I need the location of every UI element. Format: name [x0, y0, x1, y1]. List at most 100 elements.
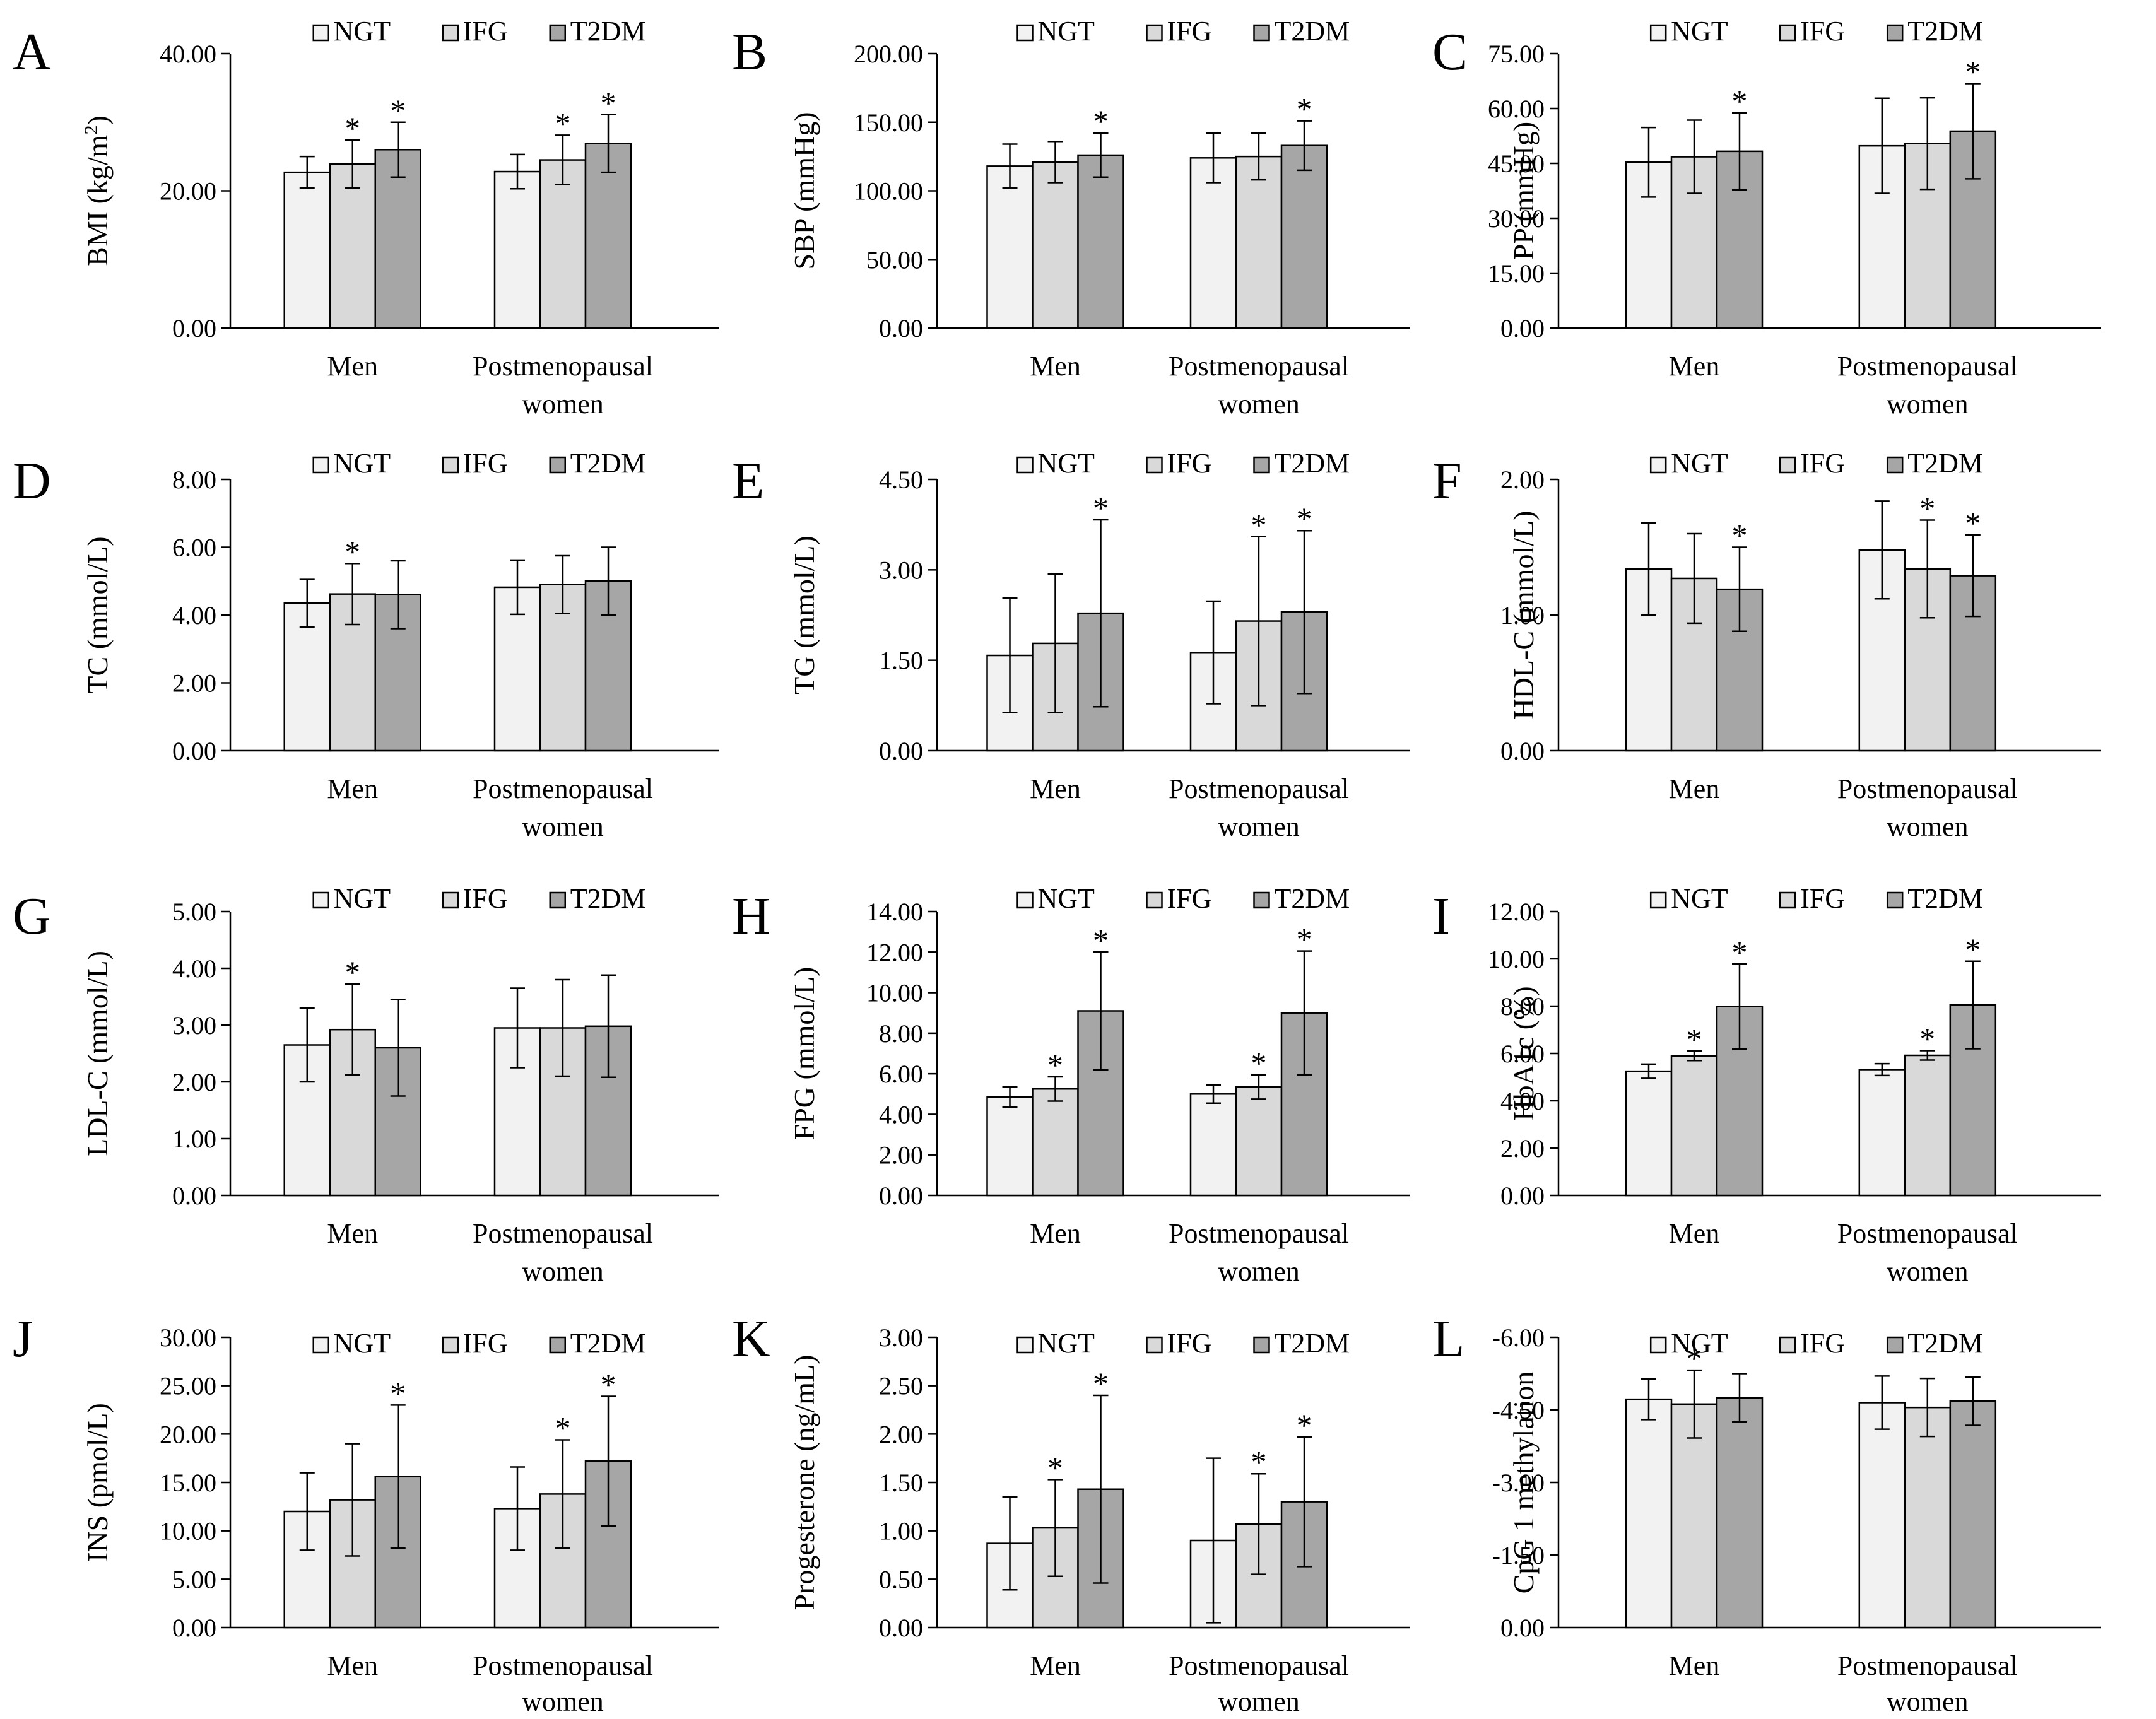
panel-e-sig-star: *: [1297, 501, 1312, 536]
panel-e-ytick-label: 1.50: [879, 647, 923, 675]
panel-h-letter: H: [732, 887, 770, 946]
panel-f-ylabel: HDL-C (mmol/L): [1507, 511, 1540, 720]
panel-d-legend-swatch-ifg: [442, 456, 459, 474]
panel-l-ytick-label: -3.00: [1492, 1469, 1545, 1497]
panel-h-legend-swatch-ifg: [1146, 891, 1163, 909]
panel-k-legend-label-t2dm: T2DM: [1275, 1328, 1350, 1359]
panel-j-category-label: Postmenopausal: [473, 1650, 653, 1681]
panel-c-legend-swatch-t2dm: [1886, 24, 1904, 42]
panel-g-legend-swatch-t2dm: [549, 891, 566, 909]
panel-d-category-label: Postmenopausal: [473, 773, 653, 804]
panel-f-legend-label-t2dm: T2DM: [1907, 448, 1983, 479]
panel-h-category-label-line2: women: [1218, 1256, 1300, 1287]
panel-h-ytick-label: 0.00: [879, 1182, 923, 1210]
panel-b-legend-swatch-ifg: [1146, 24, 1163, 42]
panel-a-ylabel: BMI (kg/m2): [81, 115, 114, 266]
panel-f-legend-label-ifg: IFG: [1800, 448, 1845, 479]
panel-k-ytick-label: 3.00: [879, 1323, 923, 1352]
panel-d-ytick-label: 2.00: [172, 669, 216, 698]
panel-h-ytick-label: 6.00: [879, 1060, 923, 1088]
panel-d-legend-swatch-ngt: [312, 456, 329, 474]
panel-b-letter: B: [732, 23, 767, 81]
panel-b-legend-label-ngt: NGT: [1038, 16, 1095, 47]
panel-d-category-label: Men: [327, 773, 378, 804]
panel-f-legend-swatch-t2dm: [1886, 456, 1904, 474]
panel-k-ytick-label: 1.00: [879, 1517, 923, 1546]
panel-h-bar-ifg-men: [1032, 1088, 1079, 1197]
panel-g-ytick-label: 1.00: [172, 1125, 216, 1153]
panel-f-category-label: Men: [1669, 773, 1720, 804]
panel-h-legend-swatch-ngt: [1016, 891, 1034, 909]
panel-b-legend-swatch-t2dm: [1253, 24, 1270, 42]
panel-j-sig-star: *: [390, 1375, 406, 1411]
panel-k-sig-star: *: [1093, 1366, 1109, 1401]
panel-k-sig-star: *: [1251, 1444, 1267, 1479]
panel-a-category-label: Men: [327, 351, 378, 382]
panel-l-bar-ngt-men: [1625, 1398, 1673, 1629]
panel-b-category-label: Men: [1030, 351, 1081, 382]
panel-f-sig-star: *: [1919, 491, 1935, 526]
panel-h-category-label: Postmenopausal: [1169, 1218, 1349, 1249]
panel-b-ytick-label: 100.00: [854, 177, 923, 206]
panel-k-sig-star: *: [1297, 1407, 1312, 1443]
panel-l-letter: L: [1432, 1310, 1464, 1368]
panel-j-category-label: Men: [327, 1650, 378, 1681]
panel-c-legend-swatch-ifg: [1779, 24, 1796, 42]
panel-d-ytick-label: 0.00: [172, 737, 216, 765]
panel-b-ylabel: SBP (mmHg): [788, 112, 820, 269]
panel-k-legend-swatch-ngt: [1016, 1336, 1034, 1354]
panel-k-sig-star: *: [1047, 1450, 1063, 1485]
panel-h-ytick-label: 12.00: [866, 938, 923, 966]
panel-a-sig-star: *: [390, 93, 406, 128]
panel-a-sig-star: *: [601, 85, 616, 120]
panel-a: A 0.00 20.00 40.00 BMI (kg/m2) * * Men * * Postmen…: [13, 16, 719, 419]
panel-h-legend-label-t2dm: T2DM: [1275, 883, 1350, 914]
panel-l-category-label: Men: [1669, 1650, 1720, 1681]
panel-i: I 0.00 2.00 4.00 6.00 8.00 10.00 12.00 HbA1c (%)…: [1432, 883, 2101, 1287]
panel-k-category-label-line2: women: [1218, 1686, 1300, 1717]
panel-l-legend-label-ngt: NGT: [1671, 1328, 1728, 1359]
panel-f-bar-t2dm-men: [1716, 588, 1764, 752]
panel-i-sig-star: *: [1965, 932, 1981, 967]
panel-k-legend-swatch-t2dm: [1253, 1336, 1270, 1354]
panel-c-ytick-label: 0.00: [1500, 314, 1545, 343]
panel-h-ytick-label: 10.00: [866, 979, 923, 1007]
panel-a-category-label-line2: women: [522, 389, 604, 419]
panel-h-sig-star: *: [1093, 922, 1109, 958]
panel-a-bar-ngt-men: [283, 171, 331, 329]
panel-i-bar-ngt-women: [1858, 1069, 1906, 1197]
panel-i-letter: I: [1432, 887, 1450, 946]
panel-c-ytick-label: 60.00: [1488, 95, 1545, 123]
panel-i-ylabel: HbA1c (%): [1507, 986, 1540, 1120]
panel-f-legend-swatch-ifg: [1779, 456, 1796, 474]
panel-l-ylabel: CpG 1 methylation: [1507, 1371, 1540, 1594]
panel-j-legend-label-ifg: IFG: [463, 1328, 508, 1359]
panel-c-sig-star: *: [1965, 54, 1981, 90]
panel-k-legend-label-ifg: IFG: [1167, 1328, 1212, 1359]
panel-c-legend-swatch-ngt: [1649, 24, 1667, 42]
panel-b-bar-ngt-women: [1189, 157, 1237, 329]
panel-e-ylabel: TG (mmol/L): [788, 536, 820, 695]
panel-k-category-label: Men: [1030, 1650, 1081, 1681]
panel-a-legend-swatch-ngt: [312, 24, 329, 42]
panel-b: B 0.00 50.00 100.00 150.00 200.00 SBP (mmHg) * M…: [732, 16, 1410, 419]
panel-j-legend-label-t2dm: T2DM: [570, 1328, 646, 1359]
panel-d-legend-label-ngt: NGT: [334, 448, 391, 479]
panel-i-sig-star: *: [1919, 1021, 1935, 1057]
panel-f: F 0.00 1.00 2.00 HDL-C (mmol/L) * Men * * Postmen…: [1432, 448, 2101, 842]
panel-l-ytick-label: -4.50: [1492, 1396, 1545, 1424]
panel-h: H 0.00 2.00 4.00 6.00 8.00 10.00 12.00 14.00 FPG …: [732, 883, 1410, 1287]
panel-g-category-label: Postmenopausal: [473, 1218, 653, 1249]
panel-g-ytick-label: 0.00: [172, 1182, 216, 1210]
panel-c-legend-label-t2dm: T2DM: [1907, 16, 1983, 47]
panel-f-legend-swatch-ngt: [1649, 456, 1667, 474]
panel-c-ytick-label: 75.00: [1488, 40, 1545, 68]
panel-e-sig-star: *: [1251, 507, 1267, 543]
panel-a-ytick-label: 0.00: [172, 314, 216, 343]
panel-l-legend-swatch-ifg: [1779, 1336, 1796, 1354]
panel-k-ytick-label: 0.50: [879, 1565, 923, 1593]
panel-i-category-label: Postmenopausal: [1837, 1218, 2018, 1249]
panel-i-ytick-label: 4.00: [1500, 1087, 1545, 1115]
panel-g-legend-label-ngt: NGT: [334, 883, 391, 914]
panel-l-bar-t2dm-women: [1949, 1400, 1997, 1629]
